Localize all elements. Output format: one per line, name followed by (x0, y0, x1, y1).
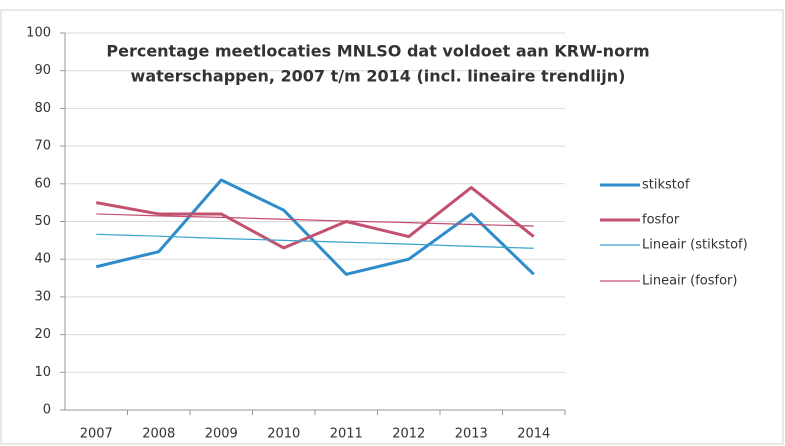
y-tick-label: 0 (43, 403, 51, 418)
y-tick-label: 70 (34, 139, 51, 154)
series-line (95, 178, 535, 276)
chart-title: Percentage meetlocaties MNLSO dat voldoe… (106, 42, 649, 61)
x-tick-label: 2012 (392, 427, 425, 442)
y-tick-label: 90 (34, 63, 51, 78)
series-line (95, 186, 535, 250)
y-tick-label: 80 (34, 101, 51, 116)
legend-label: Lineair (stikstof) (642, 238, 748, 253)
x-tick-label: 2007 (80, 427, 113, 442)
series-line (96, 233, 534, 249)
y-tick-label: 60 (34, 176, 51, 191)
y-tick-label: 30 (34, 289, 51, 304)
y-tick-label: 100 (26, 26, 51, 41)
x-tick-label: 2010 (267, 427, 300, 442)
chart-frame (0, 9, 784, 445)
x-tick-label: 2014 (517, 427, 550, 442)
series-line (96, 213, 534, 227)
x-tick-label: 2008 (142, 427, 175, 442)
y-tick-label: 50 (34, 214, 51, 229)
y-tick-label: 20 (34, 327, 51, 342)
x-tick-label: 2009 (205, 427, 238, 442)
legend-label: Lineair (fosfor) (642, 274, 737, 289)
x-tick-label: 2013 (455, 427, 488, 442)
legend-label: fosfor (642, 213, 680, 228)
y-tick-label: 40 (34, 252, 51, 267)
legend-label: stikstof (642, 178, 690, 193)
y-tick-label: 10 (34, 365, 51, 380)
x-tick-label: 2011 (330, 427, 363, 442)
chart-title: waterschappen, 2007 t/m 2014 (incl. line… (131, 67, 626, 86)
